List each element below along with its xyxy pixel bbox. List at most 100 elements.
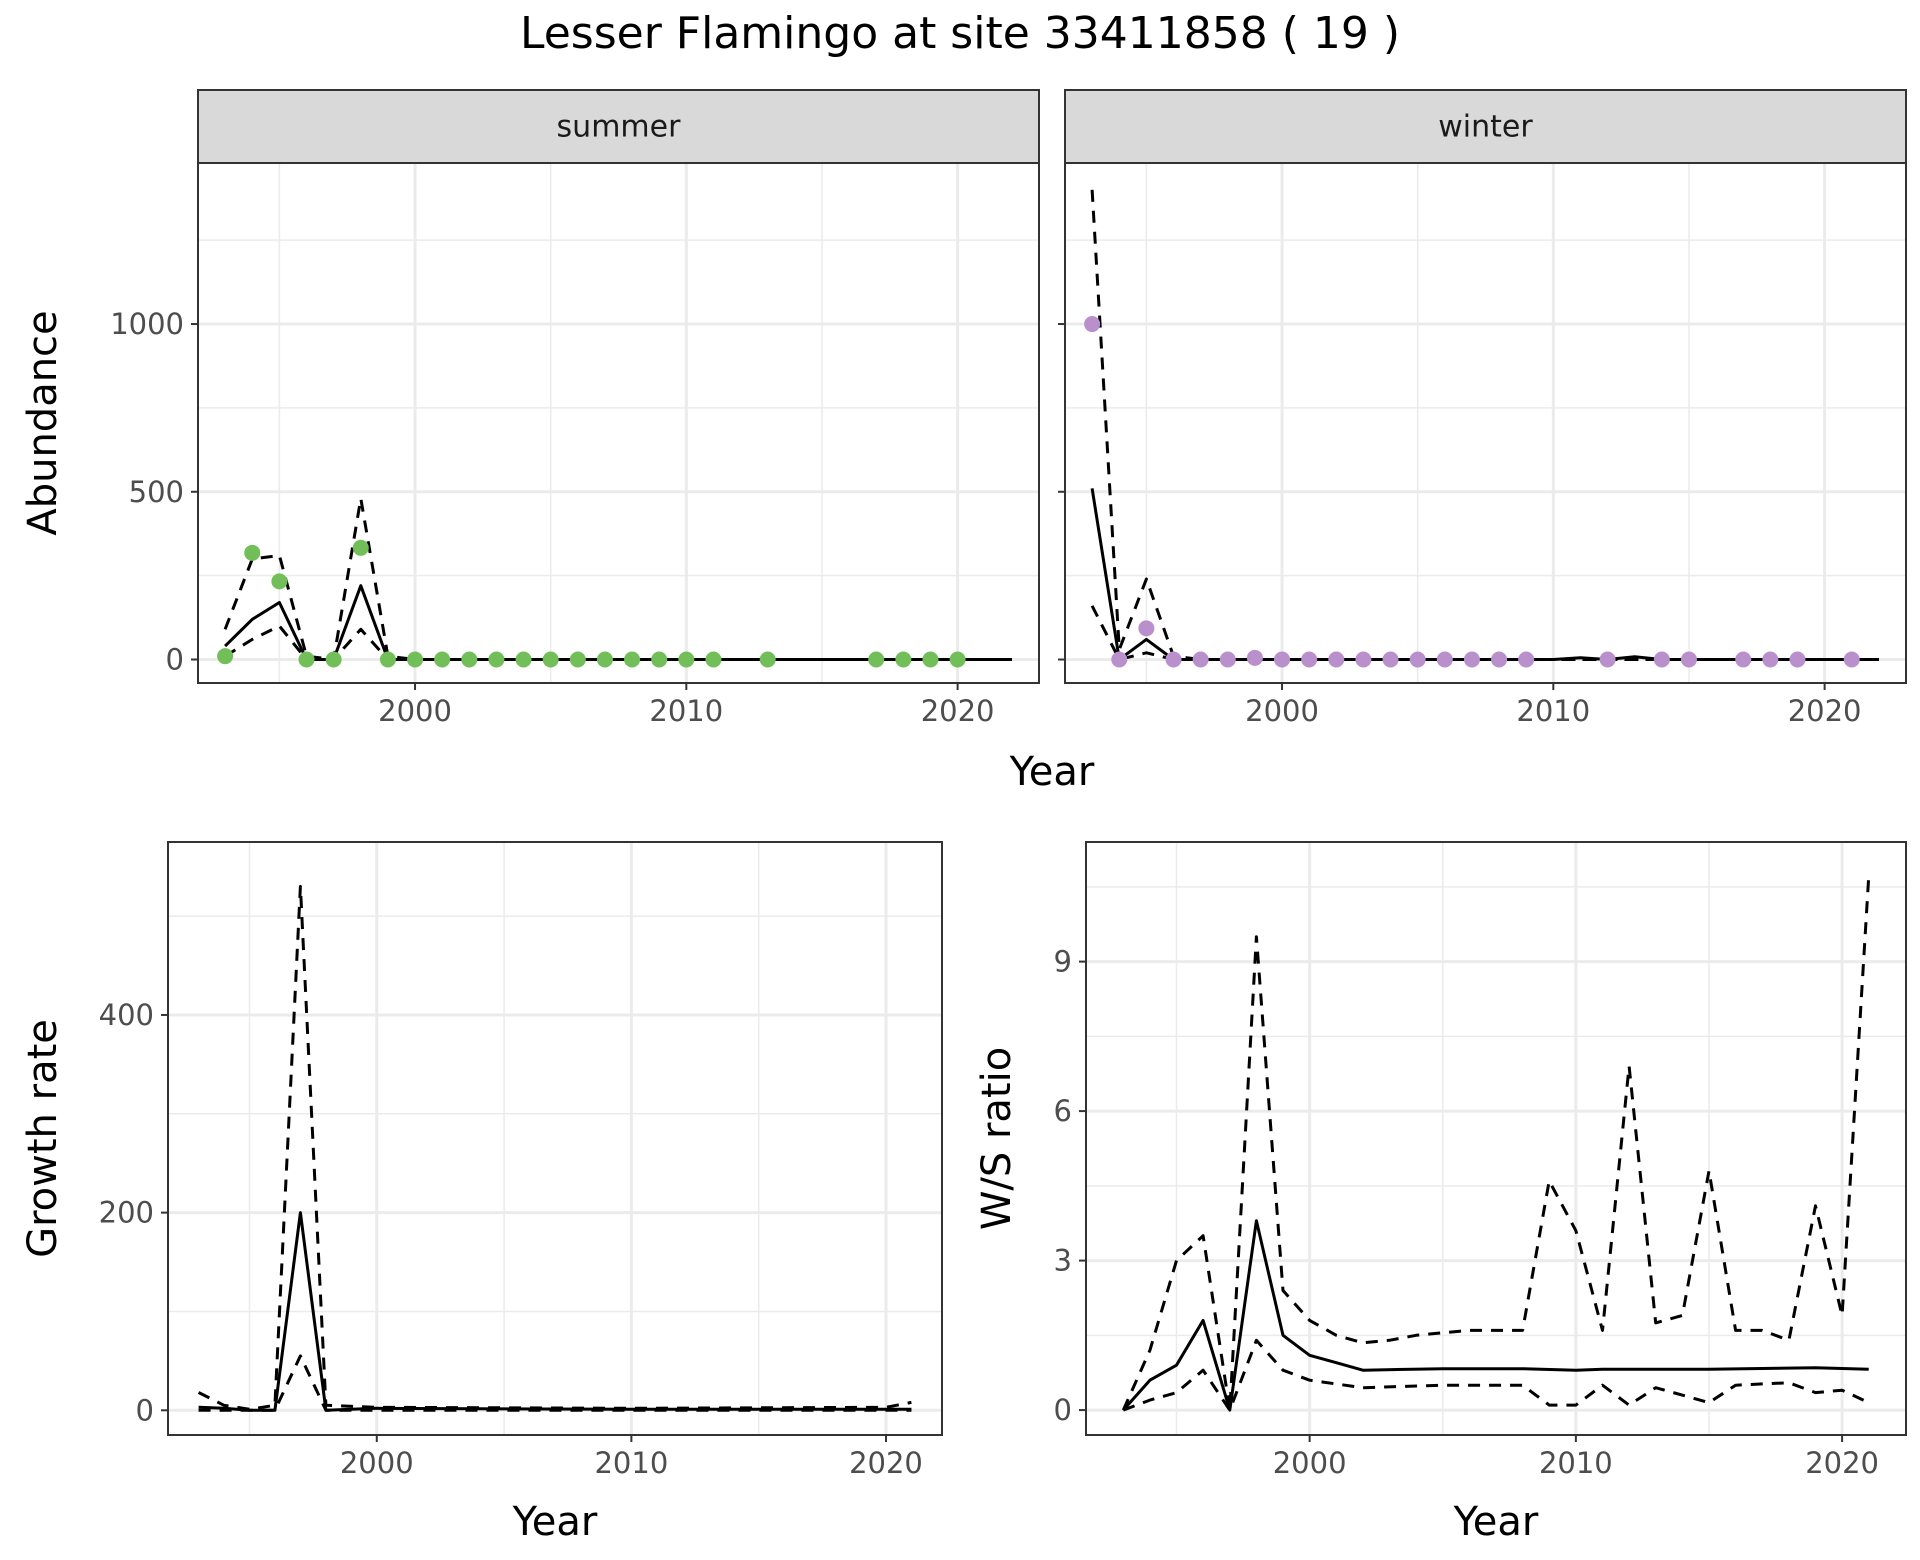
x-tick-label: 2000 bbox=[1273, 1446, 1347, 1480]
data-point bbox=[949, 651, 966, 668]
data-point bbox=[1382, 651, 1399, 668]
x-tick-label: 2010 bbox=[649, 694, 723, 728]
data-point bbox=[515, 651, 532, 668]
x-tick-label: 2020 bbox=[1805, 1446, 1879, 1480]
x-tick-label: 2010 bbox=[594, 1446, 668, 1480]
data-point bbox=[1219, 651, 1236, 668]
data-point bbox=[1789, 651, 1806, 668]
data-point bbox=[1084, 316, 1101, 333]
data-point bbox=[678, 651, 695, 668]
y-tick-label: 9 bbox=[1054, 945, 1072, 979]
data-point bbox=[651, 651, 668, 668]
panel-border bbox=[1085, 841, 1907, 1436]
x-tick-label: 2020 bbox=[921, 694, 995, 728]
series-line-estimate bbox=[198, 1211, 912, 1412]
y-axis-label: Growth rate bbox=[20, 1019, 66, 1258]
data-point bbox=[1653, 651, 1670, 668]
x-tick-label: 2010 bbox=[1539, 1446, 1613, 1480]
data-point bbox=[895, 651, 912, 668]
data-point bbox=[1518, 651, 1535, 668]
x-tick-label: 2000 bbox=[1245, 694, 1319, 728]
panel-abundance-summer: 2000 2010 2020 0 500 1000 summer bbox=[110, 89, 1040, 728]
data-point bbox=[1138, 620, 1155, 637]
panel-border bbox=[167, 841, 943, 1436]
data-point bbox=[352, 539, 369, 556]
data-point bbox=[624, 651, 641, 668]
series-group bbox=[1121, 876, 1871, 1412]
panel-growth: 2000 2010 2020 0 200 400 bbox=[99, 841, 943, 1480]
panel-background bbox=[1086, 842, 1906, 1435]
data-point bbox=[1680, 651, 1697, 668]
data-point bbox=[868, 651, 885, 668]
y-tick-label: 1000 bbox=[110, 307, 184, 341]
data-point bbox=[1165, 651, 1182, 668]
data-point bbox=[1762, 651, 1779, 668]
x-tick-label: 2020 bbox=[1788, 694, 1862, 728]
x-axis-label: Year bbox=[512, 1499, 598, 1545]
data-point bbox=[759, 651, 776, 668]
data-point bbox=[1111, 651, 1128, 668]
data-point bbox=[1599, 651, 1616, 668]
data-point bbox=[1735, 651, 1752, 668]
data-point bbox=[1436, 651, 1453, 668]
y-tick-label: 500 bbox=[129, 475, 184, 509]
y-tick-label: 3 bbox=[1054, 1244, 1072, 1278]
data-point bbox=[434, 651, 451, 668]
facet-strip-label: winter bbox=[1438, 110, 1533, 145]
data-point bbox=[488, 651, 505, 668]
y-tick-label: 400 bbox=[99, 998, 154, 1032]
y-axis-label: Abundance bbox=[20, 310, 66, 535]
facet-strip-label: summer bbox=[557, 110, 682, 145]
data-point bbox=[325, 651, 342, 668]
data-point bbox=[1355, 651, 1372, 668]
y-tick-label: 0 bbox=[136, 1393, 154, 1427]
data-point bbox=[379, 651, 396, 668]
data-point bbox=[922, 651, 939, 668]
data-point bbox=[1328, 651, 1345, 668]
y-tick-label: 0 bbox=[1054, 1393, 1072, 1427]
chart-title: Lesser Flamingo at site 33411858 ( 19 ) bbox=[520, 8, 1400, 59]
series-group bbox=[197, 885, 912, 1412]
data-point bbox=[1192, 651, 1209, 668]
panel-background bbox=[198, 163, 1039, 683]
data-point bbox=[407, 651, 424, 668]
series-line-bound bbox=[1121, 876, 1871, 1412]
panel-ws-ratio: 2000 2010 2020 0 3 6 9 bbox=[1054, 841, 1907, 1480]
x-axis-label: Year bbox=[1009, 749, 1095, 795]
series-line-estimate bbox=[1122, 1219, 1869, 1412]
data-point bbox=[461, 651, 478, 668]
data-point bbox=[705, 651, 722, 668]
data-point bbox=[1843, 651, 1860, 668]
x-tick-label: 2010 bbox=[1516, 694, 1590, 728]
series-line-bound bbox=[198, 1354, 912, 1412]
data-point bbox=[542, 651, 559, 668]
data-point bbox=[569, 651, 586, 668]
facet-strip bbox=[197, 89, 1040, 164]
x-axis-label: Year bbox=[1453, 1499, 1539, 1545]
data-point bbox=[1491, 651, 1508, 668]
facet-strip bbox=[1064, 89, 1907, 164]
panel-background bbox=[1065, 163, 1906, 683]
data-point bbox=[1274, 651, 1291, 668]
data-point bbox=[217, 648, 234, 665]
data-point bbox=[1301, 651, 1318, 668]
x-tick-label: 2000 bbox=[340, 1446, 414, 1480]
y-tick-label: 6 bbox=[1054, 1094, 1072, 1128]
x-tick-label: 2000 bbox=[378, 694, 452, 728]
panel-abundance-winter: 2000 2010 2020 winter bbox=[1058, 89, 1907, 728]
data-point bbox=[596, 651, 613, 668]
data-point bbox=[1463, 651, 1480, 668]
y-tick-label: 0 bbox=[166, 643, 184, 677]
series-line-bound bbox=[1122, 1338, 1870, 1412]
x-tick-label: 2020 bbox=[849, 1446, 923, 1480]
data-point bbox=[244, 544, 261, 561]
data-point bbox=[1409, 651, 1426, 668]
y-axis-label: W/S ratio bbox=[974, 1047, 1020, 1230]
panel-background bbox=[168, 842, 942, 1435]
data-point bbox=[298, 651, 315, 668]
y-tick-label: 200 bbox=[99, 1196, 154, 1230]
data-point bbox=[271, 573, 288, 590]
data-point bbox=[1246, 649, 1263, 666]
